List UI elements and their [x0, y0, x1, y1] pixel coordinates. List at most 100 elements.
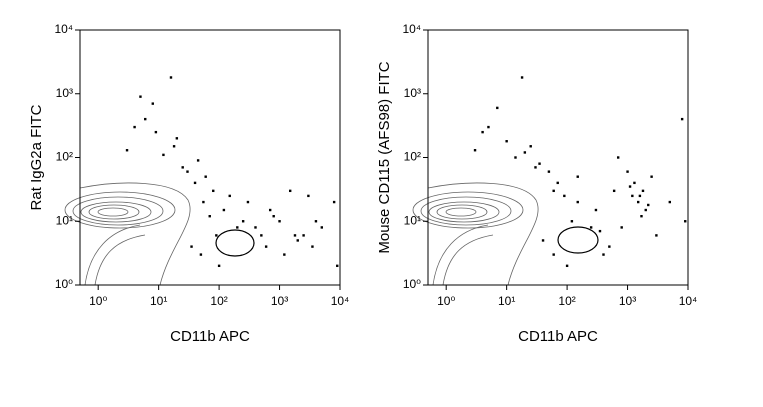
- point: [307, 194, 310, 198]
- point: [576, 175, 579, 178]
- point: [236, 226, 239, 229]
- point: [668, 200, 672, 204]
- point: [638, 194, 642, 198]
- point: [640, 215, 643, 218]
- point: [541, 239, 545, 242]
- point: [175, 137, 179, 140]
- point: [293, 234, 297, 237]
- point: [246, 200, 250, 204]
- point: [241, 220, 245, 223]
- y-axis-label: Mouse CD115 (AFS98) FITC: [376, 61, 393, 253]
- point: [644, 208, 647, 212]
- y-tick-label: 10¹: [56, 213, 73, 227]
- x-tick-label: 10³: [619, 294, 636, 308]
- x-tick-label: 10²: [558, 294, 575, 308]
- point: [684, 220, 687, 223]
- point: [565, 264, 569, 268]
- y-tick-label: 10⁰: [55, 277, 73, 291]
- plot: 10⁰ 10¹ 10² 10³ 10⁴ 10⁰ 10¹ 10² 10³ 10⁴ CD11b APC R…: [28, 22, 349, 345]
- point: [608, 245, 611, 248]
- point: [594, 208, 598, 212]
- point: [296, 239, 299, 242]
- point: [505, 140, 508, 143]
- point: [631, 194, 634, 198]
- point: [496, 106, 499, 110]
- point: [514, 156, 517, 159]
- point: [199, 253, 203, 256]
- point: [552, 253, 555, 256]
- y-tick-label: 10³: [404, 86, 421, 100]
- point: [181, 166, 184, 169]
- x-tick-label: 10¹: [498, 294, 515, 308]
- point: [547, 170, 551, 173]
- point: [193, 181, 197, 185]
- x-tick-label: 10⁴: [331, 294, 350, 308]
- y-axis-label: Rat IgG2a FITC: [28, 104, 45, 210]
- point: [314, 220, 318, 223]
- point: [598, 229, 602, 233]
- point: [481, 130, 484, 134]
- point: [222, 208, 226, 212]
- contours: [64, 182, 255, 286]
- point: [320, 226, 324, 229]
- point: [612, 189, 616, 193]
- point: [151, 102, 154, 105]
- x-axis-label: CD11b APC: [170, 328, 250, 345]
- point: [302, 234, 305, 237]
- point: [473, 149, 477, 152]
- point: [311, 245, 314, 248]
- x-tick-label: 10²: [210, 294, 227, 308]
- point: [520, 76, 524, 79]
- point: [172, 145, 176, 148]
- point: [487, 125, 490, 129]
- point: [260, 234, 263, 237]
- point: [228, 194, 231, 198]
- point: [620, 226, 623, 229]
- point: [641, 189, 645, 193]
- point: [556, 181, 559, 185]
- point: [602, 253, 605, 256]
- y-tick-label: 10¹: [404, 213, 421, 227]
- point: [186, 170, 189, 173]
- point: [626, 170, 629, 173]
- point: [336, 264, 339, 268]
- point: [570, 220, 574, 223]
- point: [589, 226, 593, 229]
- x-tick-label: 10¹: [150, 294, 167, 308]
- contours: [412, 182, 599, 286]
- point: [139, 95, 142, 98]
- point: [215, 234, 218, 237]
- point: [576, 200, 579, 204]
- point: [202, 200, 205, 204]
- y-tick-label: 10⁴: [54, 22, 73, 36]
- point: [278, 220, 281, 223]
- point: [552, 189, 555, 193]
- y-tick-label: 10⁰: [403, 277, 421, 291]
- point: [680, 117, 684, 121]
- point: [196, 159, 200, 162]
- point: [534, 166, 537, 169]
- point: [212, 189, 215, 193]
- point: [208, 215, 211, 218]
- y-tick-label: 10²: [56, 150, 73, 164]
- x-tick-label: 10⁴: [679, 294, 698, 308]
- point: [144, 117, 147, 121]
- point: [272, 215, 275, 218]
- y-tick-label: 10⁴: [402, 22, 421, 36]
- point: [538, 162, 541, 165]
- point: [628, 185, 632, 188]
- x-tick-label: 10⁰: [89, 294, 107, 308]
- point: [125, 149, 129, 152]
- point: [332, 200, 336, 204]
- point: [217, 264, 221, 268]
- point: [169, 76, 173, 79]
- point: [650, 175, 653, 178]
- point: [563, 194, 566, 198]
- point: [204, 175, 207, 178]
- plot: 10⁰ 10¹ 10² 10³ 10⁴ 10⁰ 10¹ 10² 10³ 10⁴ CD11b APC M…: [376, 22, 697, 345]
- point: [633, 181, 636, 185]
- point: [616, 156, 620, 159]
- point: [636, 200, 640, 204]
- point: [523, 151, 527, 154]
